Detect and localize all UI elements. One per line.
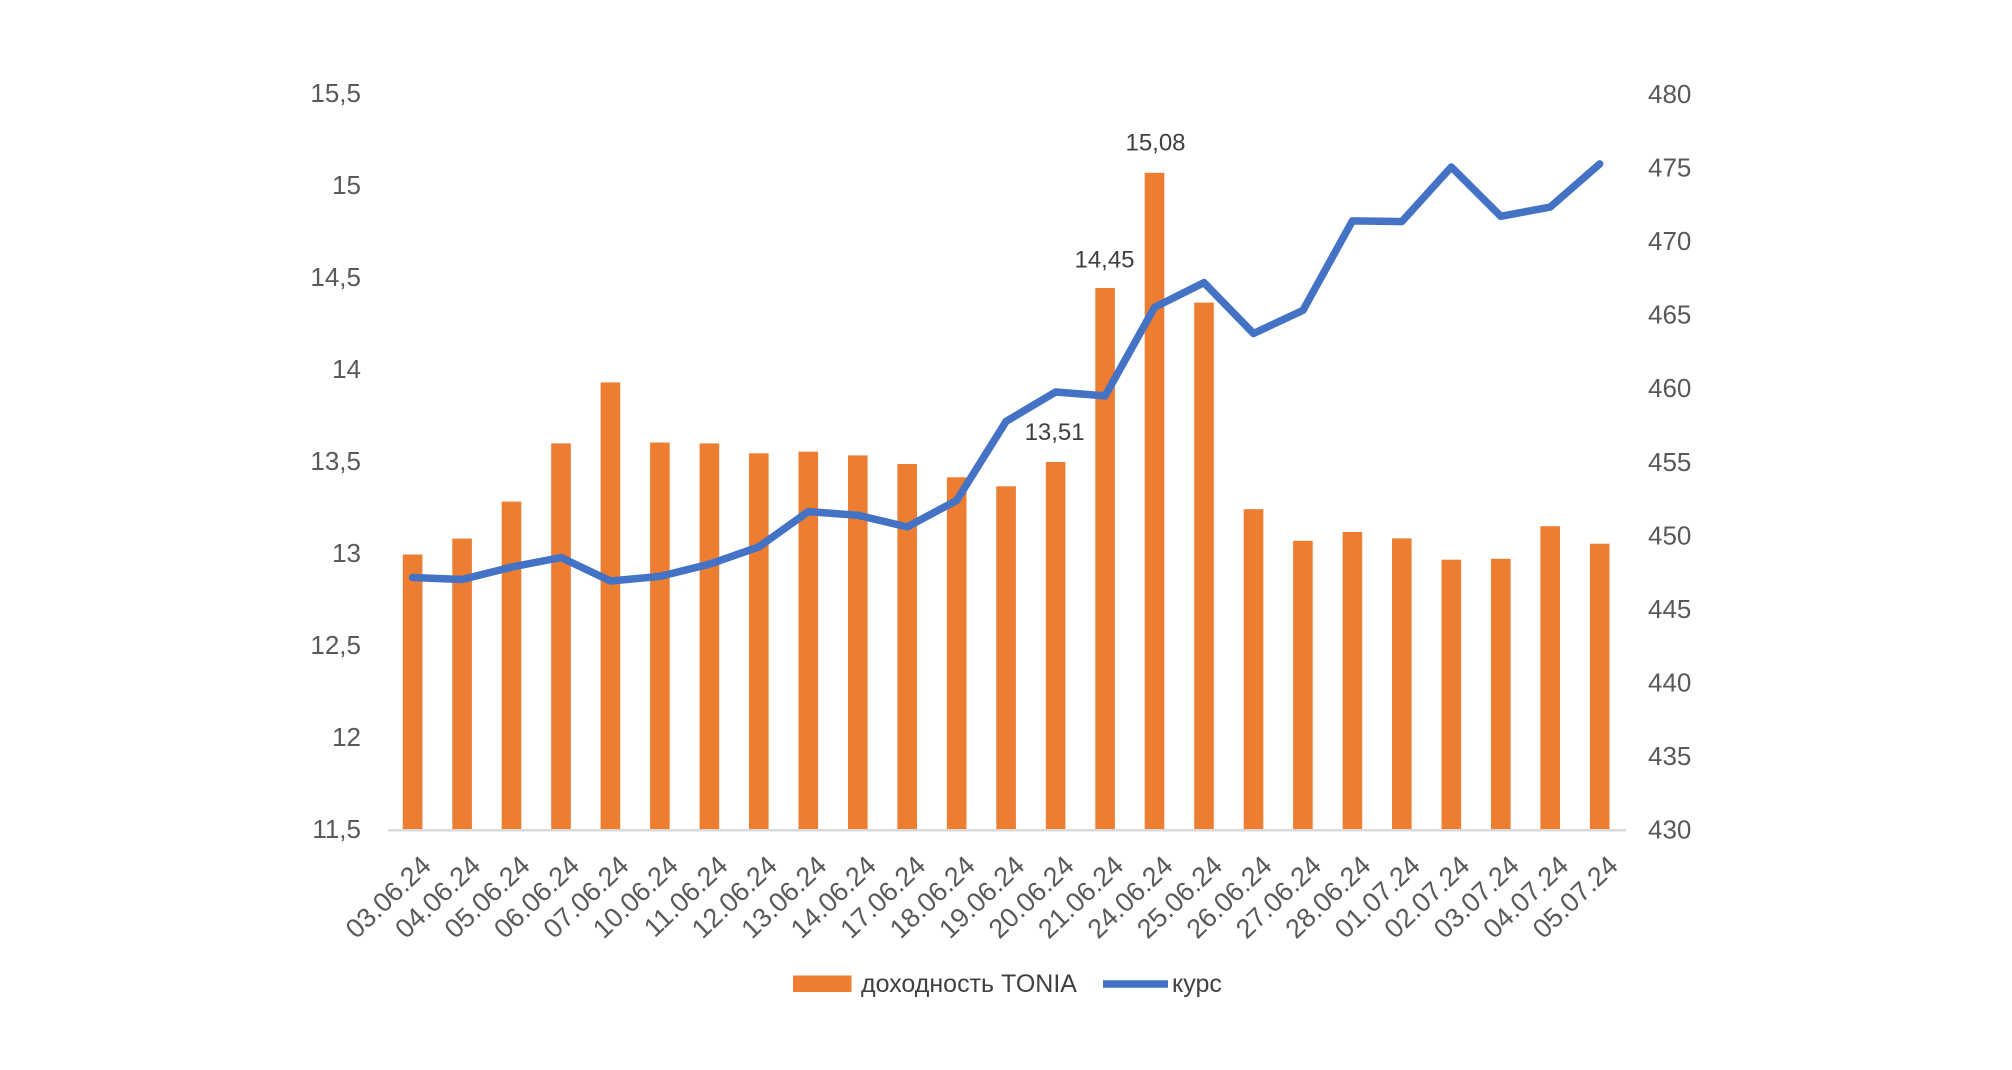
- svg-text:460: 460: [1648, 373, 1691, 403]
- svg-text:доходность TONIA: доходность TONIA: [861, 970, 1077, 998]
- svg-text:15,08: 15,08: [1125, 130, 1185, 157]
- svg-text:13,5: 13,5: [310, 446, 361, 476]
- svg-text:13: 13: [332, 538, 361, 568]
- svg-text:435: 435: [1648, 741, 1691, 771]
- svg-text:480: 480: [1648, 79, 1691, 109]
- svg-text:12,5: 12,5: [310, 630, 361, 660]
- svg-text:14,5: 14,5: [310, 262, 361, 292]
- svg-text:445: 445: [1648, 594, 1691, 624]
- svg-text:12: 12: [332, 722, 361, 752]
- svg-text:430: 430: [1648, 815, 1691, 845]
- svg-text:450: 450: [1648, 520, 1691, 550]
- svg-text:курс: курс: [1172, 970, 1222, 998]
- svg-text:11,5: 11,5: [312, 814, 361, 844]
- svg-text:14,45: 14,45: [1074, 246, 1134, 273]
- svg-text:455: 455: [1648, 447, 1691, 477]
- svg-text:15: 15: [332, 170, 361, 200]
- svg-text:14: 14: [332, 354, 361, 384]
- svg-text:440: 440: [1648, 667, 1691, 697]
- svg-text:13,51: 13,51: [1025, 419, 1085, 446]
- svg-text:465: 465: [1648, 300, 1691, 330]
- svg-text:475: 475: [1648, 153, 1691, 183]
- svg-text:470: 470: [1648, 226, 1691, 256]
- svg-text:15,5: 15,5: [310, 78, 361, 108]
